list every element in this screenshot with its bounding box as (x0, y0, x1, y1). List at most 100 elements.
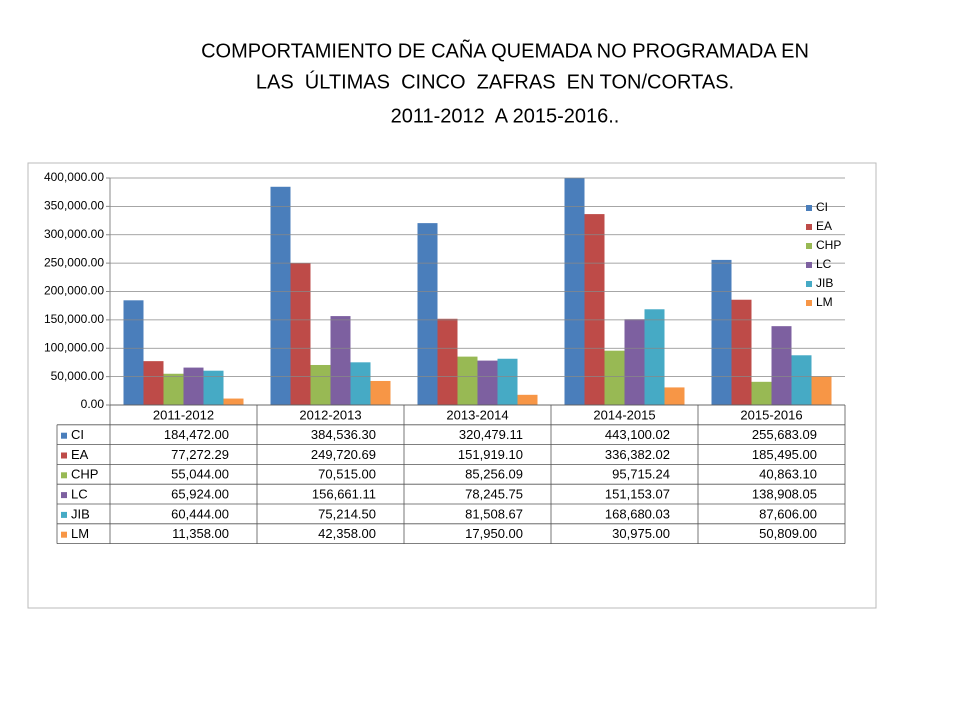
table-cell: 87,606.00 (759, 506, 817, 521)
table-header: 2015-2016 (740, 407, 802, 422)
bar (163, 373, 184, 405)
table-cell: 75,214.50 (318, 506, 376, 521)
table-cell: 151,153.07 (605, 487, 670, 502)
table-cell: 11,358.00 (172, 526, 229, 541)
table-row-label: EA (71, 447, 89, 462)
legend-label: CI (816, 200, 828, 214)
table-cell: 185,495.00 (752, 447, 817, 462)
bar (183, 367, 204, 405)
table-row-label: CI (71, 427, 84, 442)
bar (270, 186, 291, 405)
bar (584, 214, 605, 405)
table-header: 2014-2015 (593, 407, 655, 422)
chart-title: 2011-2012 A 2015-2016.. (391, 105, 620, 127)
table-cell: 42,358.00 (318, 526, 376, 541)
table-row-label: LM (71, 526, 89, 541)
table-cell: 65,924.00 (171, 487, 229, 502)
bar (624, 319, 645, 405)
bar (731, 299, 752, 405)
chart-title: COMPORTAMIENTO DE CAÑA QUEMADA NO PROGRA… (201, 38, 809, 62)
table-cell: 40,863.10 (759, 467, 817, 482)
chart-title: LAS ÚLTIMAS CINCO ZAFRAS EN TON/CORTAS. (256, 70, 734, 93)
y-tick-label: 400,000.00 (44, 170, 104, 184)
bar (664, 387, 685, 405)
legend-label: JIB (816, 276, 833, 290)
y-tick-label: 150,000.00 (44, 312, 104, 326)
legend-swatch (806, 300, 812, 306)
table-cell: 60,444.00 (171, 506, 229, 521)
table-cell: 384,536.30 (311, 427, 376, 442)
table-swatch (61, 472, 67, 479)
table-cell: 443,100.02 (605, 427, 670, 442)
table-cell: 17,950.00 (465, 526, 523, 541)
table-row-label: JIB (71, 506, 90, 521)
legend-swatch (806, 205, 812, 211)
table-cell: 95,715.24 (612, 467, 670, 482)
bar (123, 300, 144, 405)
legend-label: EA (816, 219, 832, 233)
bar (203, 370, 224, 405)
table-header: 2011-2012 (153, 407, 214, 422)
y-tick-label: 200,000.00 (44, 284, 104, 298)
bar (811, 376, 832, 405)
table-cell: 151,919.10 (458, 447, 523, 462)
bar (477, 360, 498, 405)
table-cell: 138,908.05 (752, 487, 817, 502)
table-row-label: LC (71, 487, 88, 502)
bar (517, 394, 538, 405)
legend-swatch (806, 262, 812, 268)
bar (497, 358, 518, 405)
table-cell: 70,515.00 (318, 467, 376, 482)
table-cell: 81,508.67 (465, 506, 523, 521)
table-swatch (61, 452, 67, 459)
y-tick-label: 0.00 (81, 397, 105, 411)
table-cell: 168,680.03 (605, 506, 670, 521)
table-cell: 78,245.75 (465, 487, 523, 502)
bar (223, 398, 244, 405)
bar (290, 263, 311, 405)
table-header: 2012-2013 (299, 407, 361, 422)
bar (143, 361, 164, 405)
bar (310, 364, 331, 405)
table-cell: 156,661.11 (312, 487, 376, 502)
bar (370, 380, 391, 405)
table-cell: 255,683.09 (752, 427, 817, 442)
bar (711, 259, 732, 405)
table-cell: 184,472.00 (164, 427, 229, 442)
bar (751, 381, 772, 405)
bar (330, 316, 351, 405)
table-cell: 50,809.00 (759, 526, 817, 541)
legend-swatch (806, 224, 812, 230)
table-swatch (61, 432, 67, 439)
table-cell: 85,256.09 (465, 467, 523, 482)
table-cell: 77,272.29 (171, 447, 229, 462)
bar (771, 326, 792, 405)
table-swatch (61, 531, 67, 538)
bar (437, 318, 458, 405)
y-tick-label: 300,000.00 (44, 227, 104, 241)
bar (417, 223, 438, 405)
legend-label: LC (816, 257, 832, 271)
bar (457, 356, 478, 405)
legend-label: LM (816, 295, 833, 309)
y-tick-label: 350,000.00 (44, 199, 104, 213)
table-cell: 55,044.00 (171, 467, 229, 482)
table-cell: 249,720.69 (311, 447, 376, 462)
y-tick-label: 50,000.00 (51, 369, 105, 383)
bar (604, 350, 625, 405)
table-cell: 30,975.00 (612, 526, 670, 541)
table-header: 2013-2014 (446, 407, 508, 422)
legend-swatch (806, 243, 812, 249)
bar (644, 309, 665, 405)
bar (350, 362, 371, 405)
table-swatch (61, 511, 67, 518)
table-swatch (61, 492, 67, 499)
bar (791, 355, 812, 405)
bar (564, 178, 585, 405)
table-cell: 320,479.11 (459, 427, 523, 442)
table-row-label: CHP (71, 467, 98, 482)
y-tick-label: 250,000.00 (44, 255, 104, 269)
legend-swatch (806, 281, 812, 287)
